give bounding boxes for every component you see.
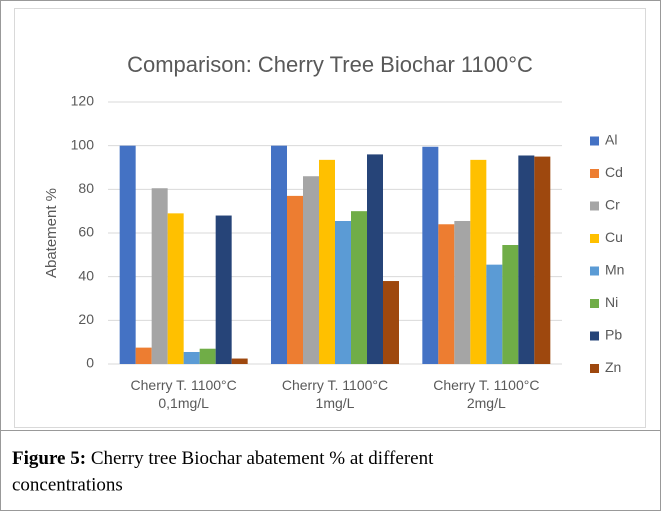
legend-swatch — [590, 266, 599, 276]
legend-label: Al — [605, 132, 617, 148]
bar — [199, 348, 216, 364]
y-tick-label: 60 — [78, 224, 94, 240]
x-tick-label: Cherry T. 1100°C 0,1mg/L — [131, 377, 237, 411]
bar — [470, 159, 487, 364]
legend-label: Pb — [605, 327, 622, 343]
bar — [231, 358, 248, 364]
legend-label: Mn — [605, 262, 624, 278]
legend-label: Cr — [605, 197, 620, 213]
bar — [151, 188, 168, 364]
legend-swatch — [590, 299, 599, 308]
legend-label: Ni — [605, 294, 618, 310]
bar — [422, 146, 439, 364]
legend-swatch — [590, 364, 599, 373]
bar — [183, 351, 200, 364]
caption-text-wrap: concentrations — [12, 475, 123, 496]
y-axis-label: Abatement % — [43, 188, 60, 278]
bar — [454, 220, 471, 364]
bar — [502, 245, 519, 364]
legend-swatch — [590, 201, 599, 211]
bar — [287, 195, 303, 364]
bar — [335, 220, 351, 364]
bar — [351, 211, 367, 364]
bar — [135, 347, 152, 364]
y-tick-label: 20 — [78, 311, 94, 327]
bar — [438, 224, 455, 364]
bar — [534, 156, 551, 364]
y-tick-label: 120 — [71, 93, 95, 109]
bar — [383, 281, 399, 364]
bar — [486, 264, 503, 364]
bar — [518, 155, 535, 364]
bar — [215, 215, 232, 364]
x-tick-label: Cherry T. 1100°C 2mg/L — [433, 377, 539, 411]
legend-swatch — [590, 234, 599, 243]
bar — [367, 154, 383, 364]
bar — [271, 145, 287, 364]
y-tick-label: 40 — [78, 267, 94, 283]
legend-swatch — [590, 331, 599, 341]
legend-label: Zn — [605, 359, 621, 375]
legend-label: Cd — [605, 164, 623, 180]
bar — [119, 145, 136, 364]
bar — [303, 176, 319, 364]
y-tick-label: 100 — [71, 136, 95, 152]
x-tick-label: Cherry T. 1100°C 1mg/L — [282, 377, 388, 411]
bar — [167, 213, 184, 364]
y-tick-label: 0 — [86, 355, 94, 371]
bar — [319, 159, 335, 364]
legend-swatch — [590, 136, 599, 146]
y-tick-label: 80 — [78, 180, 94, 196]
legend-label: Cu — [605, 229, 623, 245]
chart-title: Comparison: Cherry Tree Biochar 1100°C — [127, 52, 533, 77]
legend-swatch — [590, 169, 599, 178]
caption: Figure 5: Cherry tree Biochar abatement … — [12, 448, 434, 496]
caption-label: Figure 5: — [12, 448, 86, 469]
caption-text: Cherry tree Biochar abatement % at diffe… — [91, 448, 434, 469]
